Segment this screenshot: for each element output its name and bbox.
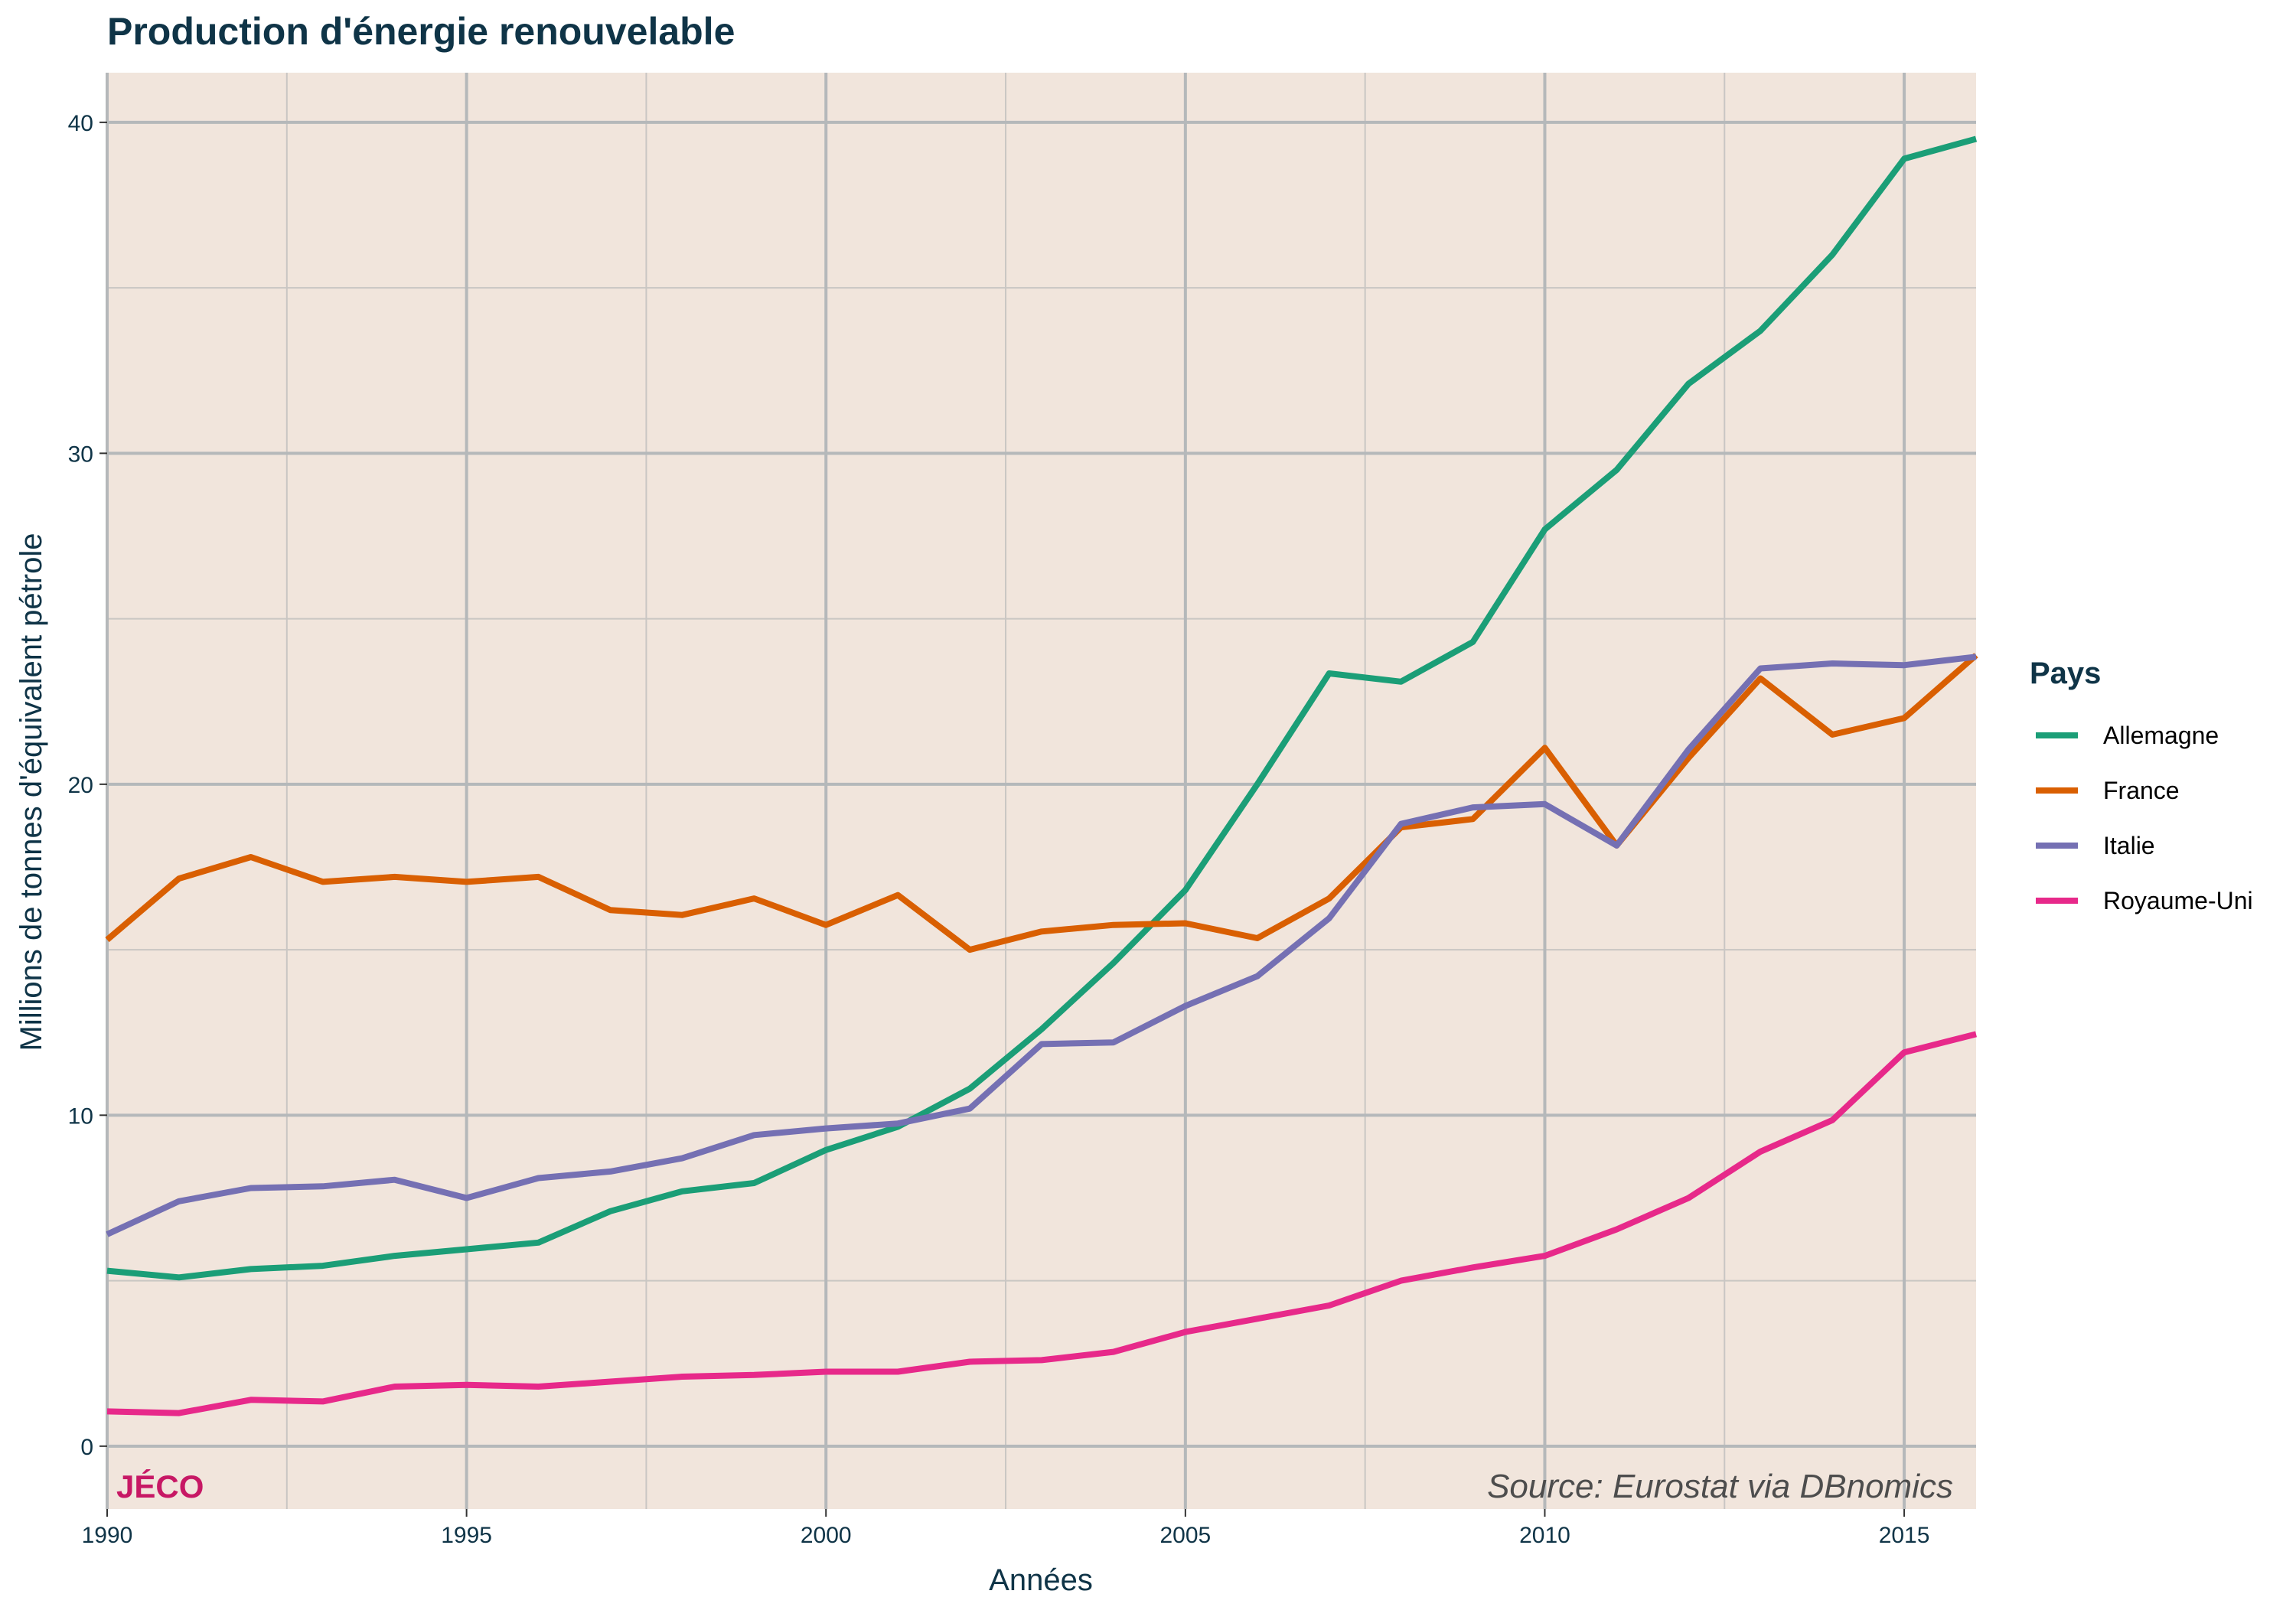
legend-label-italie: Italie xyxy=(2103,832,2155,859)
y-axis-title: Millions de tonnes d'équivalent pétrole xyxy=(15,533,48,1051)
series-lines xyxy=(105,135,1978,1416)
x-tick-label: 2015 xyxy=(1879,1523,1930,1548)
y-axis-ticks: 0 10 20 30 40 xyxy=(68,111,107,1460)
series-line-royaume-uni xyxy=(106,1031,1977,1416)
y-tick-label: 40 xyxy=(68,111,93,136)
x-tick-label: 2005 xyxy=(1159,1523,1211,1548)
x-tick-label: 2000 xyxy=(801,1523,852,1548)
x-tick-label: 2010 xyxy=(1519,1523,1570,1548)
series-line-france xyxy=(105,653,1978,953)
minor-gridlines xyxy=(107,73,1976,1509)
y-tick-label: 10 xyxy=(68,1103,93,1129)
source-annotation: Source: Eurostat via DBnomics xyxy=(1487,1468,1953,1505)
series-line-italie xyxy=(106,654,1977,1237)
y-tick-label: 0 xyxy=(80,1435,93,1460)
legend-label-france: France xyxy=(2103,777,2180,804)
legend-label-allemagne: Allemagne xyxy=(2103,722,2219,749)
legend-title: Pays xyxy=(2030,657,2101,690)
x-axis-title: Années xyxy=(989,1563,1093,1597)
x-axis-ticks: 1990 1995 2000 2005 2010 2015 xyxy=(82,1509,1930,1548)
x-tick-label: 1995 xyxy=(441,1523,492,1548)
series-line-allemagne xyxy=(106,135,1978,1281)
legend: Allemagne France Italie Royaume-Uni xyxy=(2036,722,2253,914)
brand-logo: JÉCO xyxy=(116,1468,204,1504)
y-tick-label: 30 xyxy=(68,442,93,467)
chart-title: Production d'énergie renouvelable xyxy=(107,10,735,53)
x-tick-label: 1990 xyxy=(82,1523,133,1548)
major-gridlines xyxy=(106,73,1976,1509)
legend-label-royaume-uni: Royaume-Uni xyxy=(2103,887,2253,914)
y-tick-label: 20 xyxy=(68,773,93,798)
